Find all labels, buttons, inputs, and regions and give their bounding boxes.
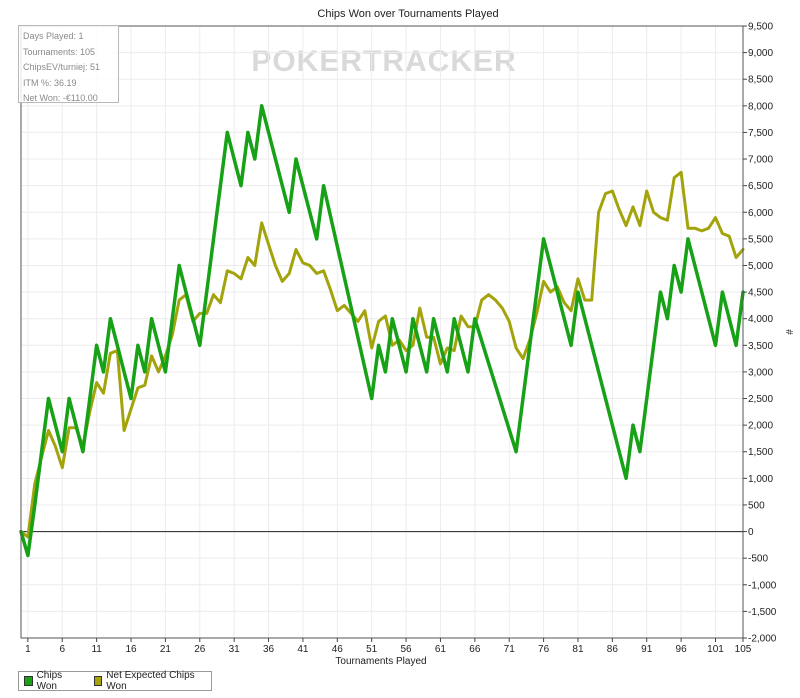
y-tick-label: 1,500 bbox=[748, 447, 773, 458]
svg-text:POKERTRACKER: POKERTRACKER bbox=[251, 45, 516, 78]
x-tick-label: 91 bbox=[641, 644, 653, 655]
y-tick-label: 2,500 bbox=[748, 394, 773, 405]
y-tick-label: 6,000 bbox=[748, 208, 773, 219]
x-axis-label: Tournaments Played bbox=[335, 656, 426, 667]
legend-swatch-net-expected bbox=[93, 676, 103, 686]
y-tick-label: -1,500 bbox=[748, 607, 777, 618]
legend-item-net-expected: Net Expected Chips Won bbox=[93, 670, 199, 692]
plot-border bbox=[20, 25, 744, 639]
x-tick-label: 46 bbox=[332, 644, 344, 655]
grid bbox=[21, 25, 744, 639]
x-tick-label: 36 bbox=[263, 644, 275, 655]
chart-title: Chips Won over Tournaments Played bbox=[317, 8, 498, 20]
series-line-net-expected bbox=[19, 170, 745, 539]
x-tick-label: 21 bbox=[160, 644, 172, 655]
y-tick-label: 7,500 bbox=[748, 128, 773, 139]
y-tick-label: 4,000 bbox=[748, 314, 773, 325]
y-tick-label: 4,500 bbox=[748, 288, 773, 299]
y-tick-label: 0 bbox=[748, 527, 754, 538]
x-tick-label: 101 bbox=[707, 644, 724, 655]
x-tick-label: 61 bbox=[435, 644, 447, 655]
stat-itm: ITM %: 36.19 bbox=[23, 77, 77, 88]
stat-days-played: Days Played: 1 bbox=[23, 31, 84, 41]
legend-label-chips-won: Chips Won bbox=[36, 670, 63, 692]
y-tick-label: 9,500 bbox=[748, 22, 773, 33]
y-tick-label: 5,000 bbox=[748, 261, 773, 272]
watermark-tracker: TRACKER bbox=[363, 45, 517, 78]
x-tick-label: 76 bbox=[538, 644, 550, 655]
legend: Chips Won Net Expected Chips Won bbox=[18, 670, 212, 692]
x-tick-label: 81 bbox=[572, 644, 584, 655]
stat-net-won: Net Won: -€110.00 bbox=[23, 93, 98, 103]
x-tick-label: 31 bbox=[229, 644, 241, 655]
x-tick-label: 1 bbox=[25, 644, 31, 655]
y-axis-ticks: -2,000 -1,500 -1,000 -500 0 500 1,000 1,500 2,00… bbox=[743, 22, 777, 645]
y-tick-label: 500 bbox=[748, 500, 765, 511]
x-tick-label: 6 bbox=[59, 644, 65, 655]
pokertracker-watermark: POKERTRACKER bbox=[251, 45, 516, 78]
x-tick-label: 41 bbox=[297, 644, 309, 655]
y-tick-label: 9,000 bbox=[748, 48, 773, 59]
x-axis-ticks: 1 6 11 16 21 26 31 36 41 46 51 56 61 66 71 76 81 86 91 96 10… bbox=[25, 638, 752, 655]
x-tick-label: 16 bbox=[125, 644, 137, 655]
x-tick-label: 51 bbox=[366, 644, 378, 655]
stat-chips-ev: ChipsEV/turniej: 51 bbox=[23, 62, 101, 72]
x-tick-label: 86 bbox=[607, 644, 619, 655]
x-tick-label: 96 bbox=[676, 644, 688, 655]
series-line-chips-won bbox=[19, 104, 745, 558]
x-tick-label: 66 bbox=[469, 644, 481, 655]
x-tick-label: 56 bbox=[401, 644, 413, 655]
x-tick-label: 105 bbox=[735, 644, 752, 655]
x-tick-label: 26 bbox=[194, 644, 206, 655]
y-tick-label: -2,000 bbox=[748, 634, 777, 645]
y-tick-label: -500 bbox=[748, 554, 768, 565]
y-tick-label: 3,500 bbox=[748, 341, 773, 352]
watermark-po: PO bbox=[251, 45, 296, 78]
y-axis-label: # bbox=[783, 329, 794, 335]
x-tick-label: 11 bbox=[91, 644, 102, 655]
legend-swatch-chips-won bbox=[24, 676, 33, 686]
y-tick-label: 2,000 bbox=[748, 421, 773, 432]
y-tick-label: 6,500 bbox=[748, 181, 773, 192]
y-tick-label: 5,500 bbox=[748, 234, 773, 245]
stats-box: Days Played: 1 Tournaments: 105 ChipsEV/… bbox=[18, 25, 119, 103]
y-tick-label: 7,000 bbox=[748, 155, 773, 166]
stat-tournaments: Tournaments: 105 bbox=[23, 46, 96, 57]
x-tick-label: 71 bbox=[504, 644, 516, 655]
y-tick-label: 8,000 bbox=[748, 101, 773, 112]
watermark-ker: KER bbox=[297, 45, 363, 78]
legend-item-chips-won: Chips Won bbox=[24, 670, 77, 692]
y-tick-label: 1,000 bbox=[748, 474, 773, 485]
y-tick-label: -1,000 bbox=[748, 580, 777, 591]
y-tick-label: 8,500 bbox=[748, 75, 773, 86]
series-layer bbox=[19, 104, 745, 558]
legend-label-net-expected: Net Expected Chips Won bbox=[106, 670, 195, 692]
y-tick-label: 3,000 bbox=[748, 367, 773, 378]
